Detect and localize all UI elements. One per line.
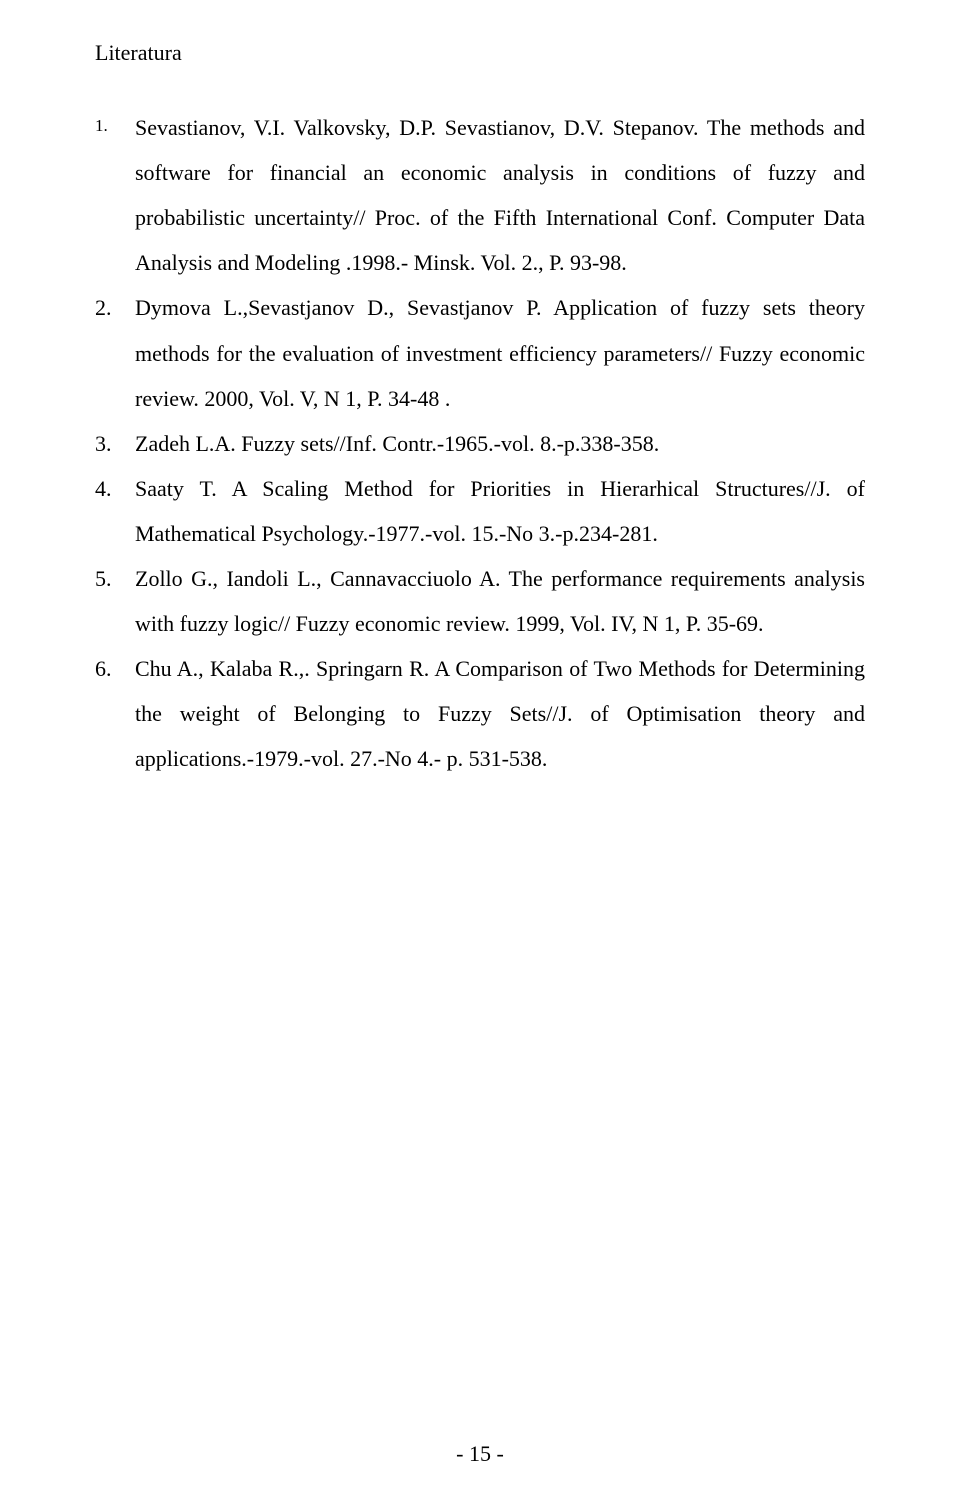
reference-item: 5. Zollo G., Iandoli L., Cannavacciuolo …	[95, 556, 865, 646]
section-heading: Literatura	[95, 30, 865, 75]
reference-marker: 1.	[95, 109, 108, 144]
reference-marker: 2.	[95, 285, 112, 330]
reference-list: 1. Sevastianov, V.I. Valkovsky, D.P. Sev…	[95, 105, 865, 781]
reference-item: 2. Dymova L.,Sevastjanov D., Sevastjanov…	[95, 285, 865, 420]
page-content: Literatura 1. Sevastianov, V.I. Valkovsk…	[0, 0, 960, 782]
page-number: - 15 -	[0, 1441, 960, 1467]
reference-text: Dymova L.,Sevastjanov D., Sevastjanov P.…	[135, 295, 865, 410]
reference-item: 1. Sevastianov, V.I. Valkovsky, D.P. Sev…	[95, 105, 865, 285]
reference-item: 4. Saaty T. A Scaling Method for Priorit…	[95, 466, 865, 556]
reference-marker: 3.	[95, 421, 112, 466]
reference-text: Chu A., Kalaba R.,. Springarn R. A Compa…	[135, 656, 865, 771]
reference-text: Zollo G., Iandoli L., Cannavacciuolo A. …	[135, 566, 865, 636]
reference-marker: 5.	[95, 556, 112, 601]
reference-marker: 6.	[95, 646, 112, 691]
reference-text: Saaty T. A Scaling Method for Priorities…	[135, 476, 865, 546]
reference-text: Sevastianov, V.I. Valkovsky, D.P. Sevast…	[135, 115, 865, 275]
reference-text: Zadeh L.A. Fuzzy sets//Inf. Contr.-1965.…	[135, 431, 659, 456]
reference-marker: 4.	[95, 466, 112, 511]
reference-item: 3. Zadeh L.A. Fuzzy sets//Inf. Contr.-19…	[95, 421, 865, 466]
reference-item: 6. Chu A., Kalaba R.,. Springarn R. A Co…	[95, 646, 865, 781]
